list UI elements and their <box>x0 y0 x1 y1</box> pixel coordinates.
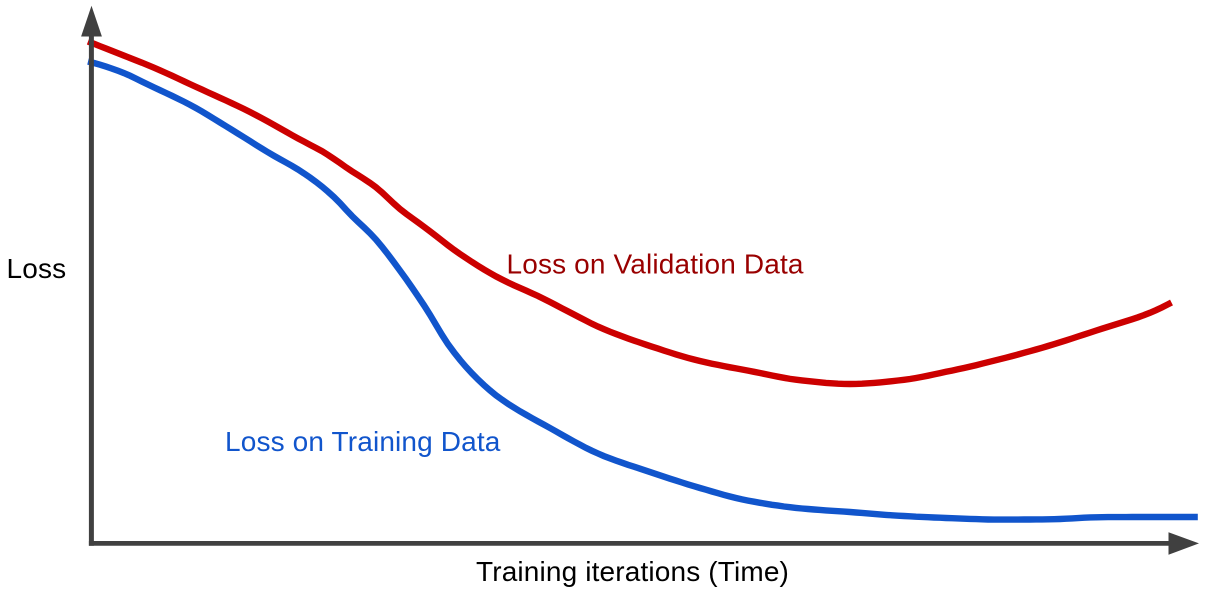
svg-text:Loss on Validation Data: Loss on Validation Data <box>507 248 804 279</box>
svg-text:Loss on Training Data: Loss on Training Data <box>225 426 501 457</box>
svg-text:Loss: Loss <box>7 253 67 284</box>
svg-text:Training iterations (Time): Training iterations (Time) <box>476 556 789 587</box>
